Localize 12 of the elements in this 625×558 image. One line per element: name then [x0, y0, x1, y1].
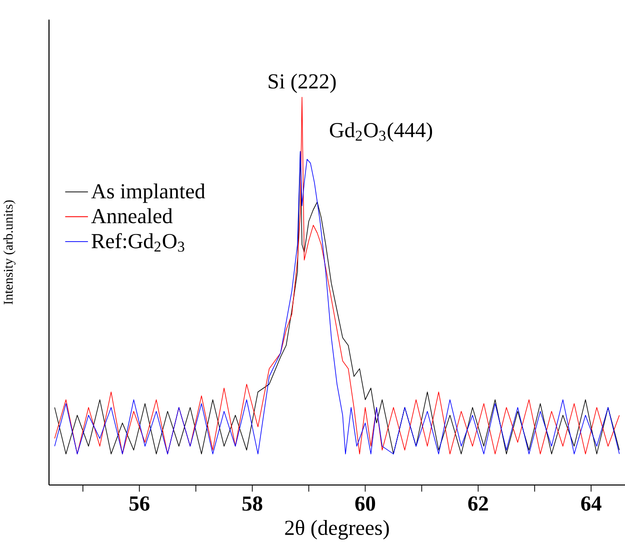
- y-axis-title: Intensity (arb.units): [3, 200, 16, 304]
- legend-label: As implanted: [91, 183, 206, 203]
- legend-label: Annealed: [91, 208, 173, 224]
- annotation: Gd$_{2}$O$_{3}$(444): [330, 122, 432, 142]
- x-tick-label: 56: [130, 496, 150, 511]
- legend-label: Ref:Gd$_{2}$O$_{3}$: [92, 233, 184, 252]
- annotation: Si (222): [268, 74, 336, 93]
- x-tick-label: 62: [468, 496, 488, 511]
- x-axis-title: 2θ (degrees): [285, 520, 389, 540]
- x-tick-label: 64: [581, 496, 602, 511]
- x-tick-label: 58: [242, 496, 262, 511]
- x-tick-label: 60: [355, 496, 376, 511]
